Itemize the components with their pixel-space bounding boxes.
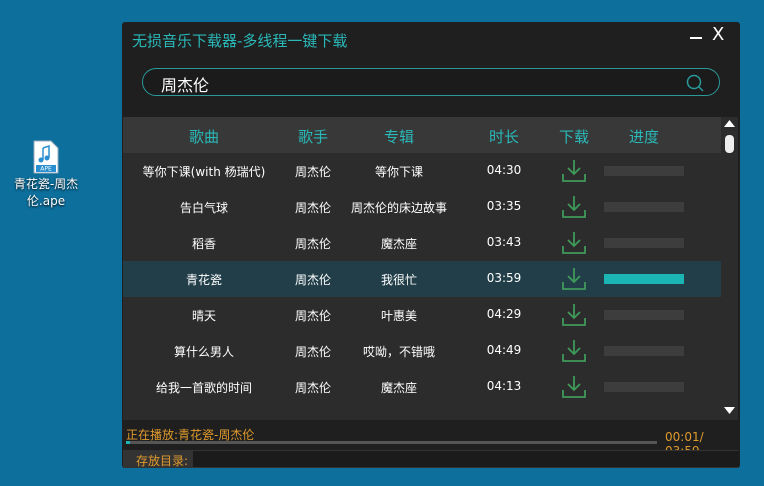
table-header: 歌曲 歌手 专辑 时长 下载 进度 [123,117,721,153]
search-icon[interactable] [685,73,705,93]
cell-album: 等你下课 [374,165,424,179]
column-header: 专辑 [383,128,415,146]
save-dir-bar: 存放目录: [123,450,739,468]
table-row[interactable]: 告白气球 周杰伦 周杰伦的床边故事 03:35 [123,189,721,225]
cell-song: 青花瓷 [185,273,223,287]
table-row[interactable]: 给我一首歌的时间 周杰伦 魔杰座 04:13 [123,369,721,405]
download-button[interactable] [559,193,589,221]
download-button[interactable] [559,265,589,293]
cell-duration: 03:43 [486,235,522,249]
cell-song: 算什么男人 [173,345,235,359]
download-button[interactable] [559,229,589,257]
download-button[interactable] [559,157,589,185]
progress-track [604,238,684,248]
cell-album: 叶惠美 [380,309,418,323]
file-icon-graphic: APE [33,140,59,174]
cell-album: 魔杰座 [380,381,418,395]
app-window: 无损音乐下载器-多线程一键下载 X 周杰伦 歌曲 歌手 专辑 时长 下载 进度 等你下课(… [122,22,740,468]
cell-duration: 03:35 [486,199,522,213]
column-header: 时长 [488,128,520,146]
download-button[interactable] [559,301,589,329]
search-box[interactable]: 周杰伦 [142,68,720,96]
save-dir-input[interactable] [193,451,739,467]
cell-singer: 周杰伦 [294,165,332,179]
cell-duration: 04:13 [486,379,522,393]
cell-singer: 周杰伦 [294,201,332,215]
table-row[interactable]: 青花瓷 周杰伦 我很忙 03:59 [123,261,721,297]
table-row[interactable]: 等你下课(with 杨瑞代) 周杰伦 等你下课 04:30 [123,153,721,189]
download-icon [562,196,586,218]
download-button[interactable] [559,337,589,365]
progress-track [604,166,684,176]
cell-song: 给我一首歌的时间 [155,381,253,395]
file-icon[interactable]: APE [33,140,59,174]
download-icon [562,232,586,254]
cell-song: 晴天 [191,309,217,323]
now-playing: 正在播放:青花瓷-周杰伦 [126,428,255,442]
table-row[interactable]: 稻香 周杰伦 魔杰座 03:43 [123,225,721,261]
cell-song: 稻香 [191,237,217,251]
cell-album: 哎呦，不错哦 [362,345,436,359]
download-icon [562,268,586,290]
cell-singer: 周杰伦 [294,345,332,359]
cell-duration: 04:49 [486,343,522,357]
column-header: 歌手 [297,128,329,146]
progress-track [604,382,684,392]
cell-duration: 04:29 [486,307,522,321]
download-icon [562,304,586,326]
song-table: 歌曲 歌手 专辑 时长 下载 进度 等你下课(with 杨瑞代) 周杰伦 等你下课 04:30 告… [123,117,721,420]
progress-track [604,346,684,356]
file-badge: APE [40,166,52,173]
table-row[interactable]: 算什么男人 周杰伦 哎呦，不错哦 04:49 [123,333,721,369]
cell-song: 等你下课(with 杨瑞代) [142,165,266,179]
progress-track [604,310,684,320]
cell-singer: 周杰伦 [294,309,332,323]
cell-singer: 周杰伦 [294,273,332,287]
download-icon [562,340,586,362]
column-header: 进度 [628,128,660,146]
cell-singer: 周杰伦 [294,237,332,251]
close-button[interactable]: X [712,24,725,45]
progress-track [604,274,684,284]
column-header: 歌曲 [188,128,220,146]
progress-track [604,202,684,212]
progress-bar [604,274,684,284]
cell-album: 我很忙 [380,273,418,287]
scrollbar[interactable] [721,117,738,420]
cell-singer: 周杰伦 [294,381,332,395]
scrollbar-graphic [724,120,735,414]
column-header: 下载 [558,128,590,146]
playback-track[interactable] [126,441,657,444]
cell-duration: 04:30 [486,163,522,177]
minimize-button[interactable] [690,37,702,39]
file-label: 青花瓷-周杰伦.ape [13,177,79,208]
window-title: 无损音乐下载器-多线程一键下载 [132,32,348,50]
playback-position [126,441,130,444]
cell-duration: 03:59 [486,271,522,285]
cell-album: 魔杰座 [380,237,418,251]
search-query: 周杰伦 [161,76,210,95]
table-row[interactable]: 晴天 周杰伦 叶惠美 04:29 [123,297,721,333]
download-icon [562,376,586,398]
download-icon [562,160,586,182]
save-dir-label: 存放目录: [136,454,189,468]
cell-song: 告白气球 [179,201,229,215]
cell-album: 周杰伦的床边故事 [350,201,448,215]
download-button[interactable] [559,373,589,401]
